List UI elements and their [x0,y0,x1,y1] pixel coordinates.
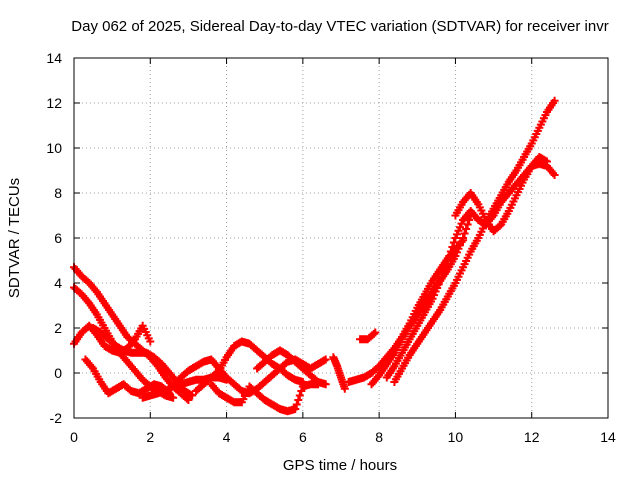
data-point [449,238,458,247]
y-axis-label: SDTVAR / TECUs [6,178,23,298]
x-tick-label: 10 [448,429,464,445]
data-point [295,391,304,400]
y-tick-label: 8 [54,185,62,201]
data-point [437,272,446,281]
data-point [436,276,445,285]
data-point [297,387,306,395]
y-tick-label: 10 [46,140,62,156]
data-point [445,252,454,260]
data-point [146,337,155,346]
data-point [369,329,378,338]
data-point [294,396,303,404]
data-point [169,393,178,402]
series-arc11 [329,353,349,393]
data-point [371,328,380,337]
series-arc5 [89,324,197,400]
axis-ticks: 0 2 4 6 8 10 12 14 -2 0 2 4 6 8 10 12 14 [46,50,616,445]
x-tick-label: 2 [146,429,154,445]
data-point [291,405,300,413]
x-axis-label: GPS time / hours [283,457,397,474]
y-tick-label: -2 [50,410,63,426]
data-point [442,260,451,269]
data-point [550,171,559,179]
y-tick-label: 6 [54,230,62,246]
data-point [321,355,330,364]
data-points [70,96,559,416]
data-point [550,96,559,105]
data-point [340,384,349,393]
data-point [495,221,504,230]
x-tick-label: 0 [70,429,78,445]
series-arc10 [253,346,330,389]
series-arc16 [390,96,559,386]
y-tick-label: 4 [54,275,62,291]
chart-title: Day 062 of 2025, Sidereal Day-to-day VTE… [71,18,608,35]
data-point [443,256,452,265]
data-point [460,229,469,238]
x-tick-label: 12 [524,429,540,445]
x-tick-label: 4 [223,429,231,445]
data-point [321,380,330,389]
x-tick-label: 8 [375,429,383,445]
data-point [542,157,551,166]
x-tick-label: 6 [299,429,307,445]
x-tick-label: 14 [600,429,616,445]
data-point [213,368,222,377]
y-tick-label: 0 [54,365,62,381]
series-arc14 [356,328,380,344]
series-arc9 [207,380,323,416]
y-tick-label: 14 [46,50,62,66]
data-point [292,400,301,409]
data-point [188,391,197,400]
data-point [439,268,448,277]
series-arc17 [451,153,551,236]
data-point [448,243,457,251]
data-point [440,264,449,273]
data-point [459,234,468,242]
y-tick-label: 2 [54,320,62,336]
data-point [462,225,471,233]
y-tick-label: 12 [46,95,62,111]
data-point [446,247,455,256]
